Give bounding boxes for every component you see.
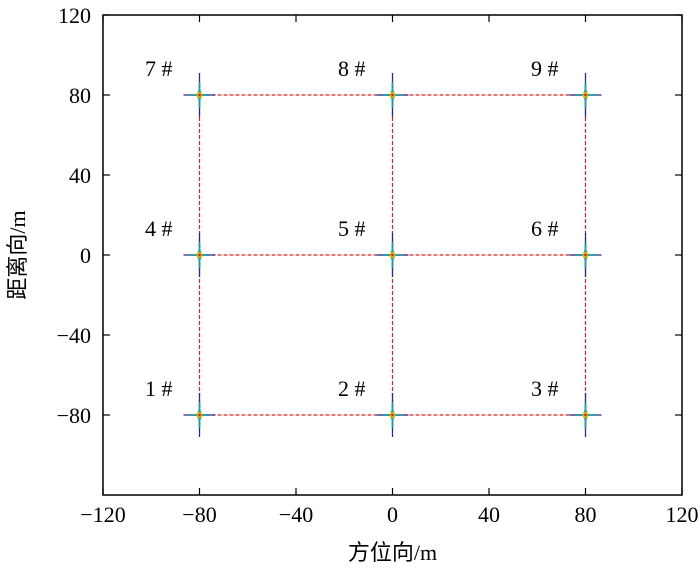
point-peak — [584, 93, 587, 97]
x-tick-label: −120 — [80, 502, 125, 527]
y-axis-label: 距离向/m — [5, 210, 30, 299]
point-peak — [391, 413, 394, 417]
y-tick-label: 80 — [69, 83, 91, 108]
point-label: 5 # — [338, 216, 366, 241]
point-label: 7 # — [145, 56, 173, 81]
point-label: 3 # — [531, 376, 559, 401]
x-tick-label: 80 — [575, 502, 597, 527]
point-target-5: 5 # — [338, 216, 409, 277]
point-target-8: 8 # — [338, 56, 409, 117]
y-tick-label: 40 — [69, 163, 91, 188]
marks-layer: 1 # 2 # 3 # 4 # 5 # 6 # 7 # 8 # 9 # — [145, 56, 602, 437]
point-peak — [391, 93, 394, 97]
point-target-7: 7 # — [145, 56, 216, 117]
point-peak — [198, 93, 201, 97]
point-label: 1 # — [145, 376, 173, 401]
y-tick-label: 120 — [58, 3, 91, 28]
y-tick-label: −80 — [57, 403, 91, 428]
x-tick-label: 40 — [478, 502, 500, 527]
point-peak — [584, 253, 587, 257]
ticks-layer: −120 −80 −40 0 40 80 120 −80 −40 0 40 80 120 — [57, 3, 699, 527]
x-axis-label: 方位向/m — [348, 540, 437, 565]
x-tick-label: −80 — [182, 502, 216, 527]
point-peak — [198, 253, 201, 257]
point-target-2: 2 # — [338, 376, 409, 437]
y-tick-label: 0 — [80, 243, 91, 268]
point-label: 8 # — [338, 56, 366, 81]
point-label: 4 # — [145, 216, 173, 241]
point-peak — [391, 253, 394, 257]
point-peak — [198, 413, 201, 417]
point-peak — [584, 413, 587, 417]
point-label: 9 # — [531, 56, 559, 81]
point-target-3: 3 # — [531, 376, 602, 437]
point-label: 2 # — [338, 376, 366, 401]
x-tick-label: −40 — [279, 502, 313, 527]
point-target-6: 6 # — [531, 216, 602, 277]
point-target-9: 9 # — [531, 56, 602, 117]
x-tick-label: 120 — [666, 502, 699, 527]
y-tick-label: −40 — [57, 323, 91, 348]
point-target-1: 1 # — [145, 376, 216, 437]
point-target-4: 4 # — [145, 216, 216, 277]
x-tick-label: 0 — [387, 502, 398, 527]
point-label: 6 # — [531, 216, 559, 241]
